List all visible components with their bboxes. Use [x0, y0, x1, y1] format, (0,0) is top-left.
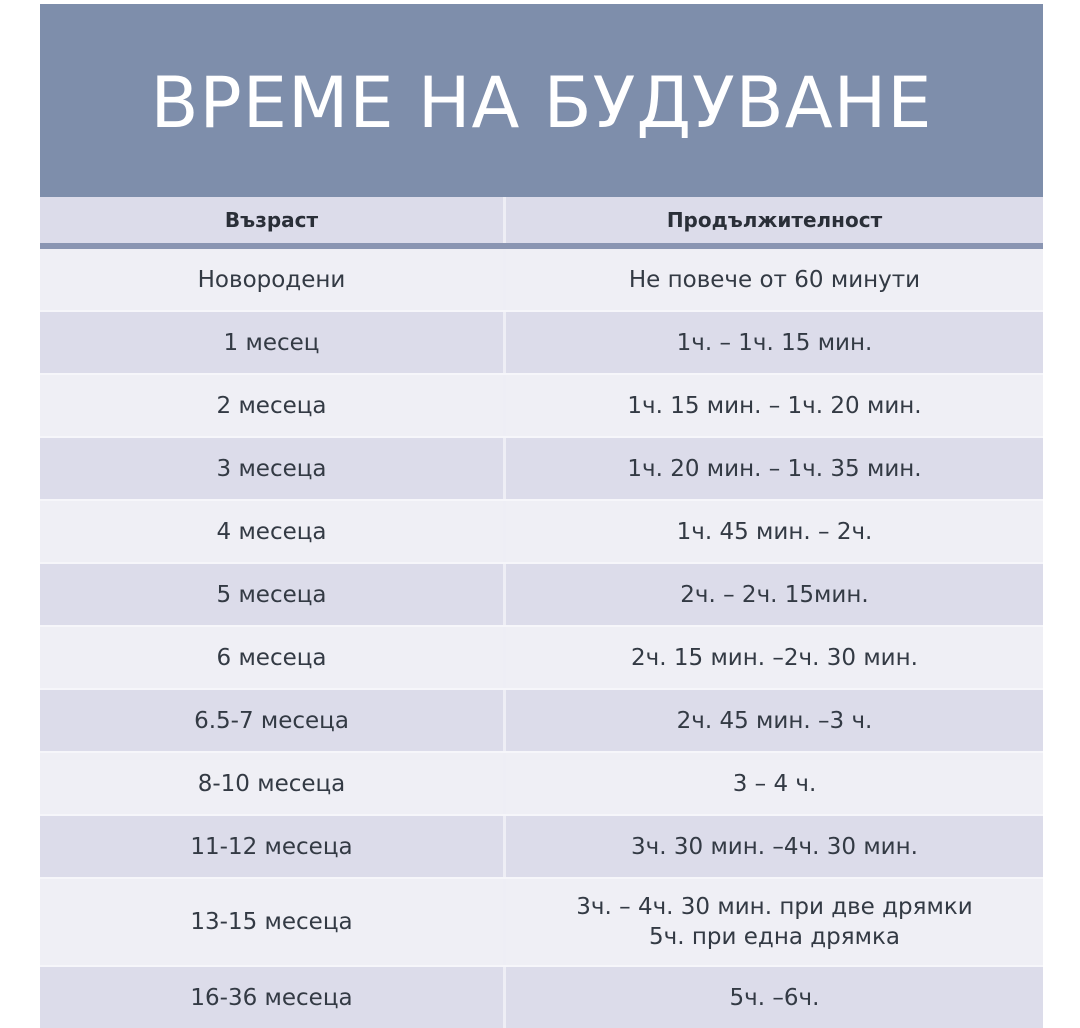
header-age: Възраст: [40, 197, 506, 243]
table-row: Новородени Не повече от 60 минути: [40, 249, 1043, 310]
title-band: ВРЕМЕ НА БУДУВАНЕ: [40, 4, 1043, 197]
age-cell: 6.5-7 месеца: [40, 690, 506, 751]
table-header: Възраст Продължителност: [40, 197, 1043, 249]
age-cell: 2 месеца: [40, 375, 506, 436]
age-cell: 16-36 месеца: [40, 967, 506, 1028]
duration-text: 5ч. –6ч.: [729, 984, 820, 1011]
duration-text: 2ч. – 2ч. 15мин.: [680, 581, 869, 608]
table-row: 6.5-7 месеца 2ч. 45 мин. –3 ч.: [40, 688, 1043, 751]
table-row: 4 месеца 1ч. 45 мин. – 2ч.: [40, 499, 1043, 562]
duration-cell: 3ч. 30 мин. –4ч. 30 мин.: [506, 816, 1043, 877]
age-cell: Новородени: [40, 249, 506, 310]
age-cell: 3 месеца: [40, 438, 506, 499]
table-row: 8-10 месеца 3 – 4 ч.: [40, 751, 1043, 814]
age-cell: 8-10 месеца: [40, 753, 506, 814]
header-duration: Продължителност: [666, 208, 883, 232]
age-cell: 5 месеца: [40, 564, 506, 625]
duration-cell: 1ч. – 1ч. 15 мин.: [506, 312, 1043, 373]
age-cell: 11-12 месеца: [40, 816, 506, 877]
duration-text: 2ч. 45 мин. –3 ч.: [676, 707, 873, 734]
table-row: 13-15 месеца 3ч. – 4ч. 30 мин. при две др…: [40, 877, 1043, 965]
duration-cell: 2ч. 45 мин. –3 ч.: [506, 690, 1043, 751]
table-row: 5 месеца 2ч. – 2ч. 15мин.: [40, 562, 1043, 625]
table-row: 16-36 месеца 5ч. –6ч.: [40, 965, 1043, 1028]
duration-cell: 5ч. –6ч.: [506, 967, 1043, 1028]
duration-text: 1ч. – 1ч. 15 мин.: [676, 329, 873, 356]
table-body: Новородени Не повече от 60 минути 1 месец 1…: [40, 249, 1043, 1028]
age-cell: 13-15 месеца: [40, 879, 506, 965]
table-row: 3 месеца 1ч. 20 мин. – 1ч. 35 мин.: [40, 436, 1043, 499]
wake-time-table: ВРЕМЕ НА БУДУВАНЕ Възраст Продължителнос…: [40, 4, 1043, 1028]
duration-cell: 1ч. 15 мин. – 1ч. 20 мин.: [506, 375, 1043, 436]
duration-cell: 2ч. 15 мин. –2ч. 30 мин.: [506, 627, 1043, 688]
duration-text: Не повече от 60 минути: [628, 266, 921, 293]
table-row: 1 месец 1ч. – 1ч. 15 мин.: [40, 310, 1043, 373]
duration-text-line2: 5ч. при една дрямка: [649, 924, 900, 950]
table-row: 6 месеца 2ч. 15 мин. –2ч. 30 мин.: [40, 625, 1043, 688]
age-cell: 6 месеца: [40, 627, 506, 688]
duration-cell: 2ч. – 2ч. 15мин.: [506, 564, 1043, 625]
page-title: ВРЕМЕ НА БУДУВАНЕ: [150, 61, 933, 144]
duration-cell: 1ч. 20 мин. – 1ч. 35 мин.: [506, 438, 1043, 499]
duration-cell: 3ч. – 4ч. 30 мин. при две дрямки 5ч. при …: [506, 879, 1043, 965]
duration-text: 1ч. 15 мин. – 1ч. 20 мин.: [627, 392, 922, 419]
duration-cell: 3 – 4 ч.: [506, 753, 1043, 814]
age-cell: 4 месеца: [40, 501, 506, 562]
duration-text: 3ч. – 4ч. 30 мин. при две дрямки: [576, 894, 973, 920]
table-row: 2 месеца 1ч. 15 мин. – 1ч. 20 мин.: [40, 373, 1043, 436]
duration-text: 3 – 4 ч.: [732, 770, 817, 797]
duration-text: 1ч. 20 мин. – 1ч. 35 мин.: [627, 455, 922, 482]
age-cell: 1 месец: [40, 312, 506, 373]
duration-text: 2ч. 15 мин. –2ч. 30 мин.: [631, 644, 918, 671]
duration-cell: 1ч. 45 мин. – 2ч.: [506, 501, 1043, 562]
table-row: 11-12 месеца 3ч. 30 мин. –4ч. 30 мин.: [40, 814, 1043, 877]
duration-cell: Не повече от 60 минути: [506, 249, 1043, 310]
duration-text: 3ч. 30 мин. –4ч. 30 мин.: [631, 833, 918, 860]
duration-text: 1ч. 45 мин. – 2ч.: [676, 518, 873, 545]
